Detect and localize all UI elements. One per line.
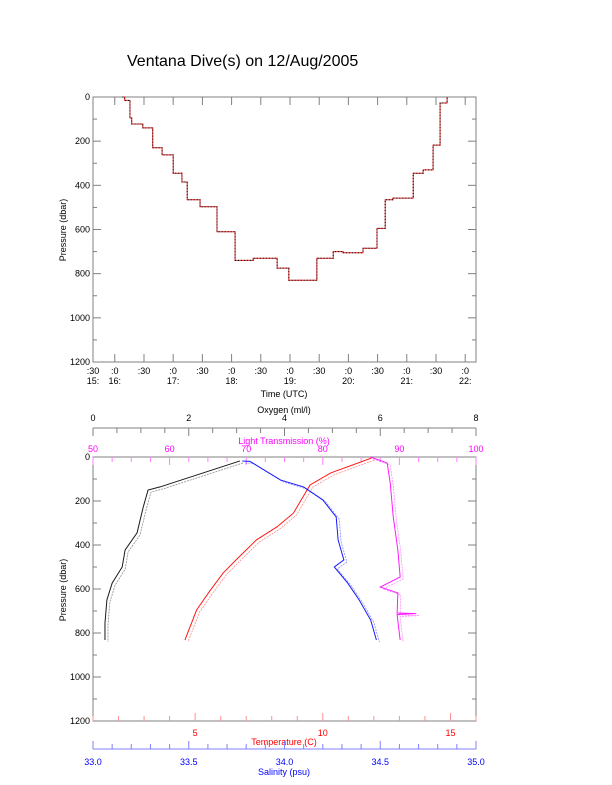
x-tick-label-minute: :30	[196, 366, 209, 376]
bottom-y-axis-label: Pressure (dbar)	[58, 559, 68, 622]
x-tick-label-hour: 18:	[225, 376, 238, 386]
oxygen-tick-label: 8	[473, 413, 478, 423]
x-tick-label-minute: :0	[169, 366, 177, 376]
oxygen-profile-line-secondary	[107, 462, 244, 643]
temperature-tick-label: 5	[193, 728, 198, 738]
y-tick-label: 0	[85, 92, 90, 102]
pressure-time-plot: Pressure (dbar) Time (UTC) 0 200 400 600 800…	[58, 92, 477, 399]
oxygen-tick-label: 0	[90, 413, 95, 423]
top-plot-frame	[92, 96, 477, 363]
y-tick-label: 600	[75, 584, 90, 594]
x-tick-label-minute: :30	[255, 366, 268, 376]
top-x-axis-label: Time (UTC)	[261, 389, 308, 399]
salinity-tick-label: 33.0	[84, 757, 102, 767]
y-tick-label: 600	[75, 225, 90, 235]
x-tick-label-minute: :0	[286, 366, 294, 376]
temperature-profile-line	[184, 457, 372, 641]
y-tick-label: 1200	[70, 716, 90, 726]
salinity-tick-label: 35.0	[467, 757, 485, 767]
light-tick-label: 100	[468, 444, 483, 454]
y-tick-label: 800	[75, 269, 90, 279]
salinity-axis-label: Salinity (psu)	[258, 767, 310, 777]
x-tick-label-minute: :0	[461, 366, 469, 376]
y-tick-label: 400	[75, 540, 90, 550]
x-tick-label-hour: 19:	[284, 376, 297, 386]
temperature-tick-label: 10	[318, 728, 328, 738]
top-y-axis-label: Pressure (dbar)	[58, 199, 68, 262]
y-tick-label: 200	[75, 136, 90, 146]
y-tick-label: 1000	[70, 672, 90, 682]
salinity-tick-label: 34.5	[371, 757, 389, 767]
x-tick-label-hour: 17:	[167, 376, 180, 386]
x-tick-label-hour: 20:	[342, 376, 355, 386]
oxygen-tick-label: 2	[186, 413, 191, 423]
light-profile-line	[370, 456, 417, 641]
salinity-tick-label: 34.0	[276, 757, 294, 767]
x-tick-label-minute: :0	[111, 366, 119, 376]
oxygen-axis-label: Oxygen (ml/l)	[257, 405, 311, 415]
light-tick-label: 70	[241, 444, 251, 454]
x-tick-label-minute: :0	[228, 366, 236, 376]
oxygen-tick-label: 4	[282, 413, 287, 423]
y-tick-label: 1000	[70, 313, 90, 323]
x-tick-label-minute: :0	[403, 366, 411, 376]
x-tick-label-minute: :30	[138, 366, 151, 376]
x-tick-label-hour: 22:	[459, 376, 472, 386]
chart-title: Ventana Dive(s) on 12/Aug/2005	[127, 53, 358, 70]
salinity-profile-line	[242, 460, 377, 641]
light-tick-label: 80	[318, 444, 328, 454]
oxygen-profile-line	[104, 460, 241, 641]
x-tick-label-minute: :30	[371, 366, 384, 376]
light-profile-line-secondary	[373, 458, 420, 643]
x-tick-label-hour: 15:	[87, 376, 100, 386]
y-tick-label: 0	[85, 452, 90, 462]
light-tick-label: 60	[165, 444, 175, 454]
salinity-tick-label: 33.5	[180, 757, 198, 767]
salinity-profile-line-secondary	[245, 462, 380, 643]
x-tick-label-minute: :30	[430, 366, 443, 376]
x-tick-label-minute: :0	[345, 366, 353, 376]
temperature-tick-label: 15	[445, 728, 455, 738]
profile-plot: Pressure (dbar) Oxygen (ml/l) Light Tran…	[58, 405, 485, 777]
y-tick-label: 400	[75, 180, 90, 190]
x-tick-label-minute: :30	[87, 366, 100, 376]
oxygen-tick-label: 6	[378, 413, 383, 423]
y-tick-label: 1200	[70, 357, 90, 367]
y-tick-label: 800	[75, 628, 90, 638]
light-tick-label: 50	[88, 444, 98, 454]
bottom-plot-frame	[92, 456, 477, 722]
y-tick-label: 200	[75, 496, 90, 506]
x-tick-label-hour: 16:	[109, 376, 122, 386]
x-tick-label-hour: 21:	[401, 376, 414, 386]
x-tick-label-minute: :30	[313, 366, 326, 376]
light-axis-label: Light Transmission (%)	[238, 436, 330, 446]
pressure-line	[122, 96, 448, 281]
pressure-line-overlay	[122, 96, 448, 281]
temperature-profile-line-secondary	[187, 459, 375, 643]
light-tick-label: 90	[394, 444, 404, 454]
